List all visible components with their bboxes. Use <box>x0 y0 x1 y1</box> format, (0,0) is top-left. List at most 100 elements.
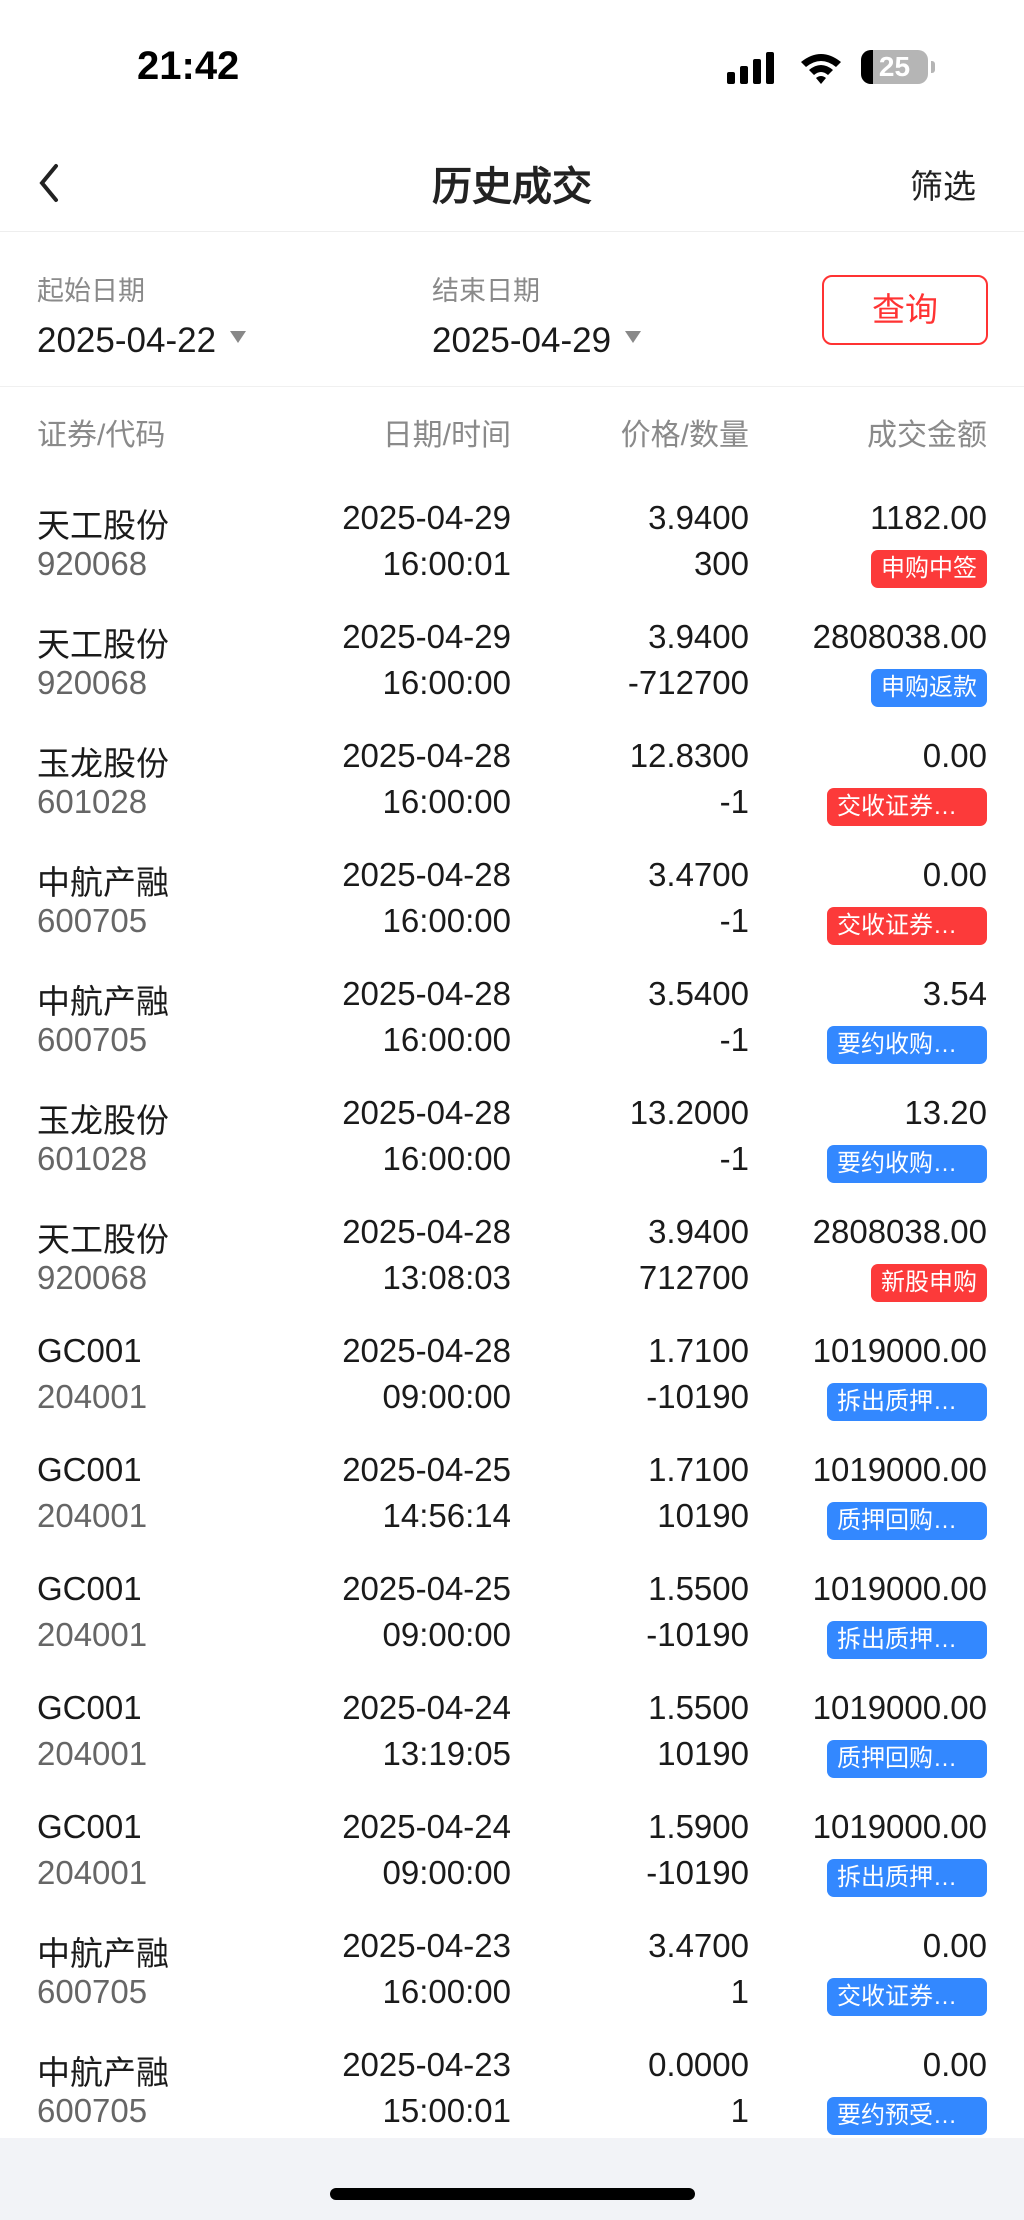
trade-time: 16:00:00 <box>382 1140 511 1177</box>
security-name: 中航产融 <box>37 864 169 901</box>
end-date-value: 2025-04-29 <box>432 321 612 360</box>
trade-type-badge: 质押回购拆出 <box>827 1502 987 1540</box>
trade-amount: 1182.00 <box>870 499 987 536</box>
table-row[interactable]: GC001 204001 2025-04-24 13:19:05 1.5500 … <box>0 1685 1024 1804</box>
nav-bar: 历史成交 筛选 <box>0 130 1024 232</box>
security-name: GC001 <box>37 1451 142 1488</box>
trade-amount: 1019000.00 <box>812 1451 987 1488</box>
chevron-left-icon[interactable] <box>32 158 72 208</box>
table-row[interactable]: GC001 204001 2025-04-25 09:00:00 1.5500 … <box>0 1566 1024 1685</box>
trade-time: 16:00:01 <box>382 545 511 582</box>
status-bar: 21:42 25 <box>0 0 1024 130</box>
trade-date: 2025-04-29 <box>342 618 511 655</box>
trade-price: 1.5500 <box>648 1570 749 1607</box>
caret-down-icon <box>230 330 247 343</box>
caret-down-icon <box>625 330 642 343</box>
security-name: 玉龙股份 <box>37 745 169 782</box>
trade-date: 2025-04-28 <box>342 856 511 893</box>
trade-price: 1.5900 <box>648 1808 749 1845</box>
trade-time: 15:00:01 <box>382 2092 511 2129</box>
trade-date: 2025-04-28 <box>342 737 511 774</box>
trade-price: 3.9400 <box>648 1213 749 1250</box>
trade-price: 3.4700 <box>648 856 749 893</box>
trade-amount: 1019000.00 <box>812 1689 987 1726</box>
trade-quantity: -10190 <box>646 1616 749 1653</box>
trade-quantity: 10190 <box>657 1497 749 1534</box>
cellular-signal-icon <box>727 52 774 84</box>
trade-type-badge: 拆出质押购回 <box>827 1621 987 1659</box>
trade-date: 2025-04-25 <box>342 1451 511 1488</box>
trade-quantity: -712700 <box>627 664 749 701</box>
trade-date: 2025-04-28 <box>342 1213 511 1250</box>
table-row[interactable]: 中航产融 600705 2025-04-28 16:00:00 3.4700 -… <box>0 852 1024 971</box>
trade-amount: 1019000.00 <box>812 1332 987 1369</box>
trade-type-badge: 要约预受股份… <box>827 2097 987 2135</box>
trade-price: 0.0000 <box>648 2046 749 2083</box>
table-row[interactable]: GC001 204001 2025-04-24 09:00:00 1.5900 … <box>0 1804 1024 1923</box>
table-row[interactable]: 中航产融 600705 2025-04-23 15:00:01 0.0000 1… <box>0 2042 1024 2161</box>
trade-amount: 0.00 <box>922 1927 987 1964</box>
trade-quantity: -1 <box>719 783 749 820</box>
wifi-icon <box>801 54 841 84</box>
trade-quantity: -1 <box>719 1140 749 1177</box>
trade-price: 1.7100 <box>648 1451 749 1488</box>
trade-time: 16:00:00 <box>382 783 511 820</box>
trade-quantity: 1 <box>730 1973 749 2010</box>
battery-level: 25 <box>878 51 911 82</box>
trade-date: 2025-04-23 <box>342 2046 511 2083</box>
trade-amount: 2808038.00 <box>812 618 987 655</box>
trade-amount: 1019000.00 <box>812 1570 987 1607</box>
trade-price: 3.4700 <box>648 1927 749 1964</box>
table-row[interactable]: 中航产融 600705 2025-04-28 16:00:00 3.5400 -… <box>0 971 1024 1090</box>
page-title: 历史成交 <box>432 165 592 209</box>
trade-type-badge: 申购返款 <box>871 669 987 707</box>
table-header: 证券/代码 日期/时间 价格/数量 成交金额 <box>0 410 1024 460</box>
trade-type-badge: 交收证券冻结… <box>827 788 987 826</box>
security-code: 204001 <box>37 1735 148 1772</box>
table-row[interactable]: 中航产融 600705 2025-04-23 16:00:00 3.4700 1… <box>0 1923 1024 2042</box>
trade-price: 13.2000 <box>629 1094 749 1131</box>
table-row[interactable]: 玉龙股份 601028 2025-04-28 16:00:00 13.2000 … <box>0 1090 1024 1209</box>
security-name: 天工股份 <box>37 507 169 544</box>
security-code: 600705 <box>37 1021 148 1058</box>
col-amount: 成交金额 <box>867 419 987 452</box>
end-date-label: 结束日期 <box>432 276 540 306</box>
trade-time: 09:00:00 <box>382 1616 511 1653</box>
end-date-picker[interactable]: 2025-04-29 <box>432 321 642 361</box>
table-row[interactable]: 天工股份 920068 2025-04-28 13:08:03 3.9400 7… <box>0 1209 1024 1328</box>
trade-quantity: 1 <box>730 2092 749 2129</box>
trade-date: 2025-04-28 <box>342 975 511 1012</box>
security-name: GC001 <box>37 1808 142 1845</box>
trade-date: 2025-04-23 <box>342 1927 511 1964</box>
trade-time: 16:00:00 <box>382 664 511 701</box>
trade-time: 09:00:00 <box>382 1854 511 1891</box>
security-code: 204001 <box>37 1616 148 1653</box>
security-code: 204001 <box>37 1378 148 1415</box>
date-range-panel: 起始日期 2025-04-22 结束日期 2025-04-29 查询 <box>0 233 1024 387</box>
security-code: 920068 <box>37 664 148 701</box>
trade-price: 3.5400 <box>648 975 749 1012</box>
trade-list: 天工股份 920068 2025-04-29 16:00:01 3.9400 3… <box>0 495 1024 2161</box>
security-code: 601028 <box>37 1140 148 1177</box>
col-price-qty: 价格/数量 <box>620 419 749 452</box>
trade-type-badge: 要约收购资金… <box>827 1145 987 1183</box>
home-indicator[interactable] <box>330 2188 695 2200</box>
security-code: 600705 <box>37 2092 148 2129</box>
table-row[interactable]: GC001 204001 2025-04-28 09:00:00 1.7100 … <box>0 1328 1024 1447</box>
table-row[interactable]: 天工股份 920068 2025-04-29 16:00:01 3.9400 3… <box>0 495 1024 614</box>
trade-date: 2025-04-24 <box>342 1808 511 1845</box>
table-row[interactable]: 天工股份 920068 2025-04-29 16:00:00 3.9400 -… <box>0 614 1024 733</box>
trade-type-badge: 交收证券冻结… <box>827 907 987 945</box>
query-button[interactable]: 查询 <box>822 275 988 345</box>
table-row[interactable]: GC001 204001 2025-04-25 14:56:14 1.7100 … <box>0 1447 1024 1566</box>
filter-button[interactable]: 筛选 <box>910 168 976 205</box>
col-security: 证券/代码 <box>37 419 166 452</box>
trade-date: 2025-04-25 <box>342 1570 511 1607</box>
security-name: GC001 <box>37 1332 142 1369</box>
security-name: 中航产融 <box>37 983 169 1020</box>
trade-date: 2025-04-29 <box>342 499 511 536</box>
trade-quantity: -1 <box>719 1021 749 1058</box>
trade-date: 2025-04-28 <box>342 1332 511 1369</box>
start-date-picker[interactable]: 2025-04-22 <box>37 321 247 361</box>
table-row[interactable]: 玉龙股份 601028 2025-04-28 16:00:00 12.8300 … <box>0 733 1024 852</box>
